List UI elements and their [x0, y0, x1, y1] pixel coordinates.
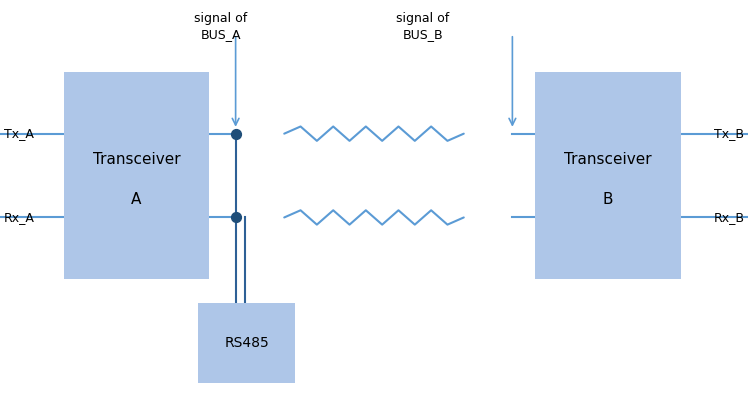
- Text: signal of
BUS_A: signal of BUS_A: [194, 12, 248, 41]
- Text: B: B: [602, 192, 613, 207]
- Point: [230, 130, 242, 137]
- Text: Rx_A: Rx_A: [4, 211, 34, 224]
- Text: Transceiver: Transceiver: [564, 152, 652, 167]
- Text: Rx_B: Rx_B: [714, 211, 744, 224]
- Text: RS485: RS485: [224, 336, 269, 350]
- Text: A: A: [132, 192, 141, 207]
- Bar: [64, 72, 209, 279]
- Text: Transceiver: Transceiver: [93, 152, 180, 167]
- Text: Tx_A: Tx_A: [4, 127, 34, 140]
- Bar: [198, 303, 295, 383]
- Text: Tx_B: Tx_B: [714, 127, 744, 140]
- Text: signal of
BUS_B: signal of BUS_B: [396, 12, 450, 41]
- Point: [230, 214, 242, 221]
- Bar: [535, 72, 681, 279]
